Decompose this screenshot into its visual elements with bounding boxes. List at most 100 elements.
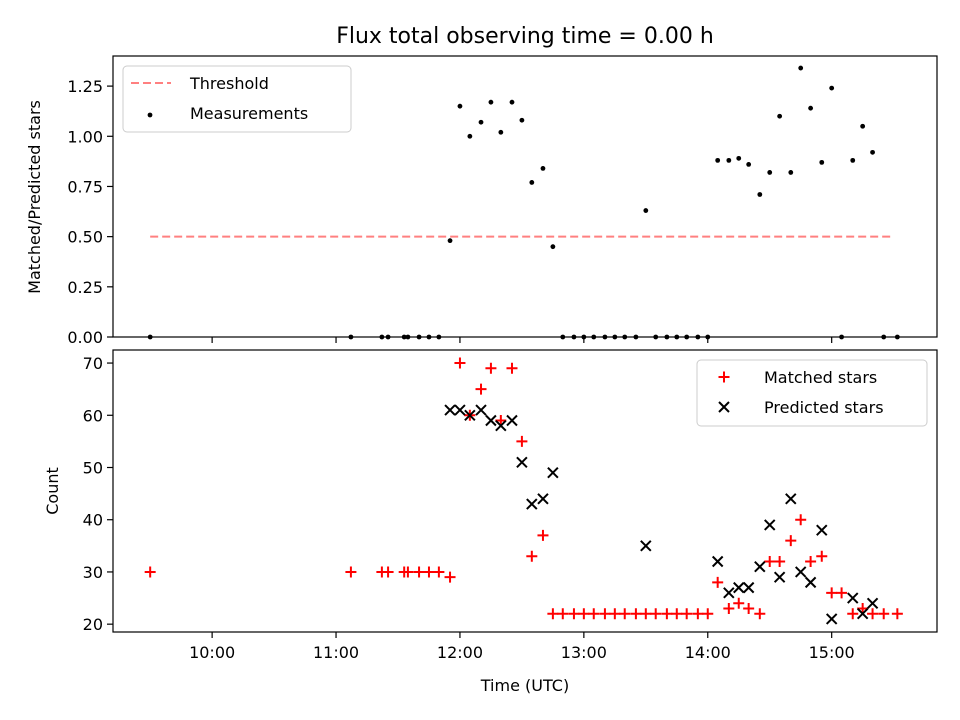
bottom-x-tick-label: 10:00 [189,643,235,662]
matched-stars-point [619,608,631,620]
chart-title: Flux total observing time = 0.00 h [336,24,714,49]
matched-stars-point [785,535,797,547]
matched-stars-point [857,603,869,614]
matched-stars-point [475,383,487,395]
matched-stars-point [578,608,590,620]
matched-stars-point [640,608,652,620]
matched-stars-point [526,550,538,562]
bottom-x-tick-label: 14:00 [685,643,731,662]
measurement-point [478,119,484,125]
measurement-point [498,129,504,135]
matched-stars-point [382,566,394,578]
matched-stars-point [599,608,611,620]
matched-stars-point [891,608,903,620]
matched-stars-point [723,603,735,614]
top-legend: Threshold Measurements [122,65,352,133]
matched-stars-point [413,566,425,578]
matched-stars-point [557,608,569,620]
predicted-stars-point [804,576,817,589]
measurement-point [746,161,752,167]
matched-stars-point [433,566,445,578]
bottom-y-tick-label: 40 [83,511,103,530]
measurement-point [788,170,794,175]
bottom-plot-area: 20 30 40 50 60 70 10:00 11:00 12:00 13:00 14:00 15:… [83,349,938,662]
legend-label: Measurements [190,104,308,123]
top-axes-frame [112,55,938,338]
legend-matched-stars-swatch [718,371,730,383]
predicted-stars-point [495,420,507,432]
matched-stars-point [661,608,673,620]
measurement-point [529,180,535,185]
measurement-point [777,113,783,119]
measurement-point [850,157,856,163]
measurement-point [726,157,732,163]
matched-stars-point [826,587,838,599]
top-plot-area: 0.00 0.25 0.50 0.75 1.00 1.25 Threshold Measure… [67,55,938,347]
matched-stars-point [847,608,859,620]
measurement-point [643,208,649,213]
measurement-point [519,117,525,123]
matched-stars-point [423,566,435,578]
top-y-tick-label: 1.00 [67,127,103,146]
bottom-series-predicted-stars [444,404,879,625]
matched-stars-point [144,566,156,578]
matched-stars-point [516,435,528,447]
matched-stars-point [702,608,714,620]
legend-predicted-stars-swatch [718,401,730,413]
matched-stars-point [805,556,817,567]
matched-stars-point [650,608,662,620]
x-axis-label: Time (UTC) [480,676,569,695]
measurement-point [829,85,835,91]
matched-stars-point [345,566,357,578]
bottom-y-tick-label: 20 [83,615,103,634]
measurement-point [870,149,875,155]
predicted-stars-point [485,414,497,427]
bottom-x-tick-label: 15:00 [809,643,855,662]
predicted-stars-point [537,493,549,505]
measurement-point [819,159,825,165]
predicted-stars-point [723,587,735,599]
bottom-legend: Matched stars Predicted stars [696,359,928,427]
bottom-x-tick-label: 11:00 [313,643,359,662]
predicted-stars-point [816,524,828,536]
top-y-tick-label: 0.75 [67,177,103,196]
measurement-point [488,99,494,105]
measurement-point [467,133,473,139]
matched-stars-point [795,514,807,526]
bottom-y-tick-label: 30 [83,563,103,582]
predicted-stars-point [742,581,755,594]
predicted-stars-point [825,613,838,625]
bottom-series-matched-stars [144,357,903,620]
predicted-stars-point [866,597,879,609]
matched-stars-point [733,597,745,609]
legend-box [696,359,928,427]
predicted-stars-point [847,592,859,604]
predicted-stars-point [794,566,807,578]
matched-stars-point [506,362,518,374]
predicted-stars-point [764,519,776,531]
bottom-y-axis-label: Count [43,467,62,515]
predicted-stars-point [475,404,487,416]
bottom-x-tick-label: 13:00 [561,643,607,662]
measurement-point [447,238,453,244]
top-y-tick-label: 0.25 [67,278,103,297]
matched-stars-point [816,550,828,562]
top-y-axis-label: Matched/Predicted stars [25,100,44,294]
predicted-stars-point [506,414,518,427]
predicted-stars-point [754,561,766,573]
predicted-stars-point [516,456,528,468]
predicted-stars-point [856,608,869,620]
predicted-stars-point [454,404,466,416]
measurement-point [798,65,804,71]
matched-stars-point [774,556,786,567]
matched-stars-point [609,608,621,620]
matched-stars-point [743,603,755,614]
legend-box [122,65,352,133]
predicted-stars-point [547,467,559,479]
predicted-stars-point [711,555,724,568]
matched-stars-point [568,608,580,620]
top-y-tick-label: 1.25 [67,77,103,96]
bottom-x-tick-label: 12:00 [437,643,483,662]
matched-stars-point [588,608,600,620]
